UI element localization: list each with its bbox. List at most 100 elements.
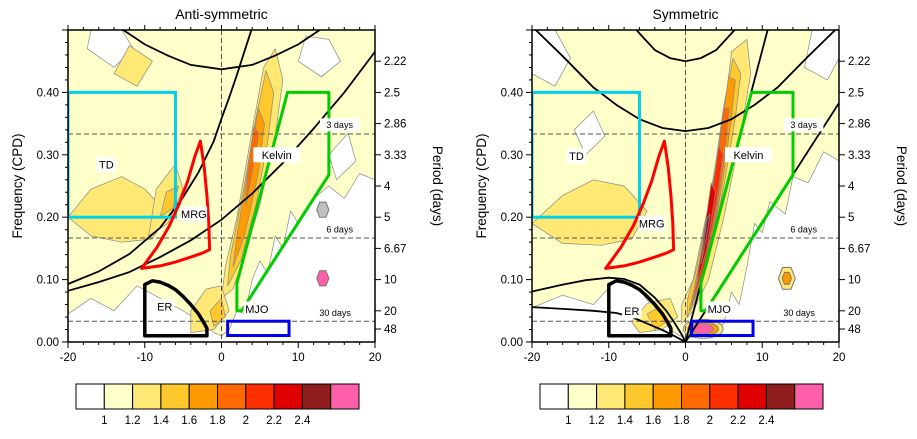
period-tick-label: 2.86	[848, 119, 870, 131]
y-tick-label: 0.30	[501, 150, 523, 162]
period-tick-label: 3.33	[848, 150, 870, 162]
x-tick-label: -20	[60, 352, 77, 364]
colorbar-cell-8	[765, 383, 796, 410]
x-tick-label: 20	[833, 352, 846, 364]
colorbar-tick-label: 1	[101, 415, 107, 427]
colorbar-tick-label: 1.6	[645, 415, 661, 427]
contour-fill-level-0	[328, 132, 357, 181]
y-tick-label: 0.40	[37, 87, 59, 99]
dispersion-curve-er-n1-h90	[532, 276, 687, 342]
colorbar-cell-1	[567, 383, 598, 410]
period-label-3-days: 3 days	[790, 120, 817, 130]
colorbar-tick-label: 1.4	[153, 415, 170, 427]
td-filter-label-bg	[96, 157, 117, 173]
colorbar-tick-label: 1.8	[674, 415, 690, 427]
mrg-filter-label: MRG	[639, 218, 665, 230]
period-tick-label: 10	[384, 275, 397, 287]
x-tick-label: 10	[756, 352, 769, 364]
colorbar-tick-label: 1.8	[210, 415, 226, 427]
mrg-filter-label-bg	[638, 215, 665, 231]
y-tick-label: 0.10	[37, 275, 59, 287]
dispersion-curve-wig-n1-h8	[534, 30, 837, 133]
period-tick-label: 2.5	[848, 87, 864, 99]
colorbar-cell-7	[273, 383, 303, 410]
mjo-filter-label: MJO	[708, 304, 732, 316]
y-tick-label: 0.00	[501, 337, 523, 349]
er-filter-label: ER	[157, 301, 172, 313]
x-tick-label: -20	[524, 352, 541, 364]
period-tick-label: 6.67	[384, 243, 406, 255]
colorbar-tick-label: 1.6	[181, 415, 197, 427]
er-filter-label: ER	[624, 306, 639, 318]
kelvin-filter-label: Kelvin	[733, 150, 763, 162]
period-label-3-days-bg	[319, 118, 360, 132]
y-tick-label: 0.30	[37, 150, 59, 162]
period-tick-label: 5	[848, 212, 854, 224]
er-filter-outline	[143, 279, 209, 338]
period-label-30-days-bg	[312, 306, 358, 320]
contour-fill-level-5	[245, 126, 260, 206]
y-axis-label: Frequency (CPD)	[474, 133, 489, 238]
period-tick-label: 3.33	[384, 150, 406, 162]
mrg-filter-label: MRG	[181, 209, 207, 221]
td-filter-label: TD	[99, 160, 114, 172]
td-filter-label-bg	[566, 148, 587, 164]
panel-title: Symmetric	[652, 6, 718, 22]
contour-fill-level-0	[573, 110, 606, 156]
contour-fill-level-3	[159, 185, 179, 218]
x-tick-label: 10	[292, 352, 305, 364]
colorbar-tick-label: 2.4	[294, 415, 311, 427]
peak-spot	[781, 271, 792, 285]
colorbar-tick-label: 1.2	[125, 415, 141, 427]
kelvin-filter-label-bg	[724, 147, 772, 163]
plot-area-anti-symmetric	[68, 30, 375, 342]
kelvin-filter-outline	[699, 90, 795, 313]
mjo-filter-label: MJO	[245, 304, 269, 316]
y-tick-label: 0.40	[501, 87, 523, 99]
colorbar-cell-3	[160, 383, 190, 410]
axis-ticks	[62, 25, 381, 348]
x-tick-label: -10	[600, 352, 617, 364]
period-tick-label: 10	[848, 275, 861, 287]
er-filter-label-bg	[154, 298, 175, 314]
contour-fill-level-0	[86, 30, 134, 68]
colorbar-tick-label: 2.2	[730, 415, 746, 427]
kelvin-filter-outline	[235, 90, 331, 313]
period-tick-label: 2.86	[384, 119, 406, 131]
period-tick-label: 48	[384, 324, 397, 336]
dispersion-curve-eig-n1-h25	[635, 30, 736, 63]
period-label-6-days: 6 days	[790, 224, 817, 234]
y-tick-label: 0.20	[501, 212, 523, 224]
colorbar-cell-9	[794, 383, 824, 410]
axis-ticks	[526, 25, 845, 348]
period-label-30-days: 30 days	[319, 308, 351, 318]
x-tick-label: 0	[218, 352, 224, 364]
er-filter-label-bg	[621, 303, 642, 319]
colorbar-tick-label: 2.2	[266, 415, 282, 427]
mjo-filter-label-bg	[243, 301, 271, 317]
colorbar-cell-6	[245, 383, 275, 410]
period-label-3-days-bg	[783, 118, 824, 132]
colorbar-cell-2	[596, 383, 626, 410]
contour-fill-level-2	[532, 179, 648, 246]
period-label-6-days: 6 days	[326, 224, 353, 234]
colorbar-tick-label: 2.4	[758, 415, 775, 427]
period-tick-label: 4	[384, 181, 391, 193]
colorbar-cell-5	[681, 383, 711, 410]
colorbar-tick-label: 1.4	[617, 415, 634, 427]
colorbar-cell-7	[737, 383, 767, 410]
peak-spot	[316, 270, 330, 287]
period-label-6-days-bg	[319, 222, 360, 236]
period-tick-label: 4	[848, 181, 855, 193]
colorbar-tick-label: 1.2	[589, 415, 605, 427]
period-tick-label: 20	[848, 306, 861, 318]
colorbar-cell-9	[330, 383, 360, 410]
mjo-filter-outline	[226, 319, 291, 338]
colorbar-tick-label: 2	[707, 415, 713, 427]
peak-spot	[316, 201, 330, 218]
td-filter-label: TD	[569, 151, 584, 163]
colorbar-cell-0	[75, 383, 105, 410]
x-tick-label: -10	[136, 352, 153, 364]
dispersion-curve-mrg-eig-n0-h8	[68, 50, 375, 292]
